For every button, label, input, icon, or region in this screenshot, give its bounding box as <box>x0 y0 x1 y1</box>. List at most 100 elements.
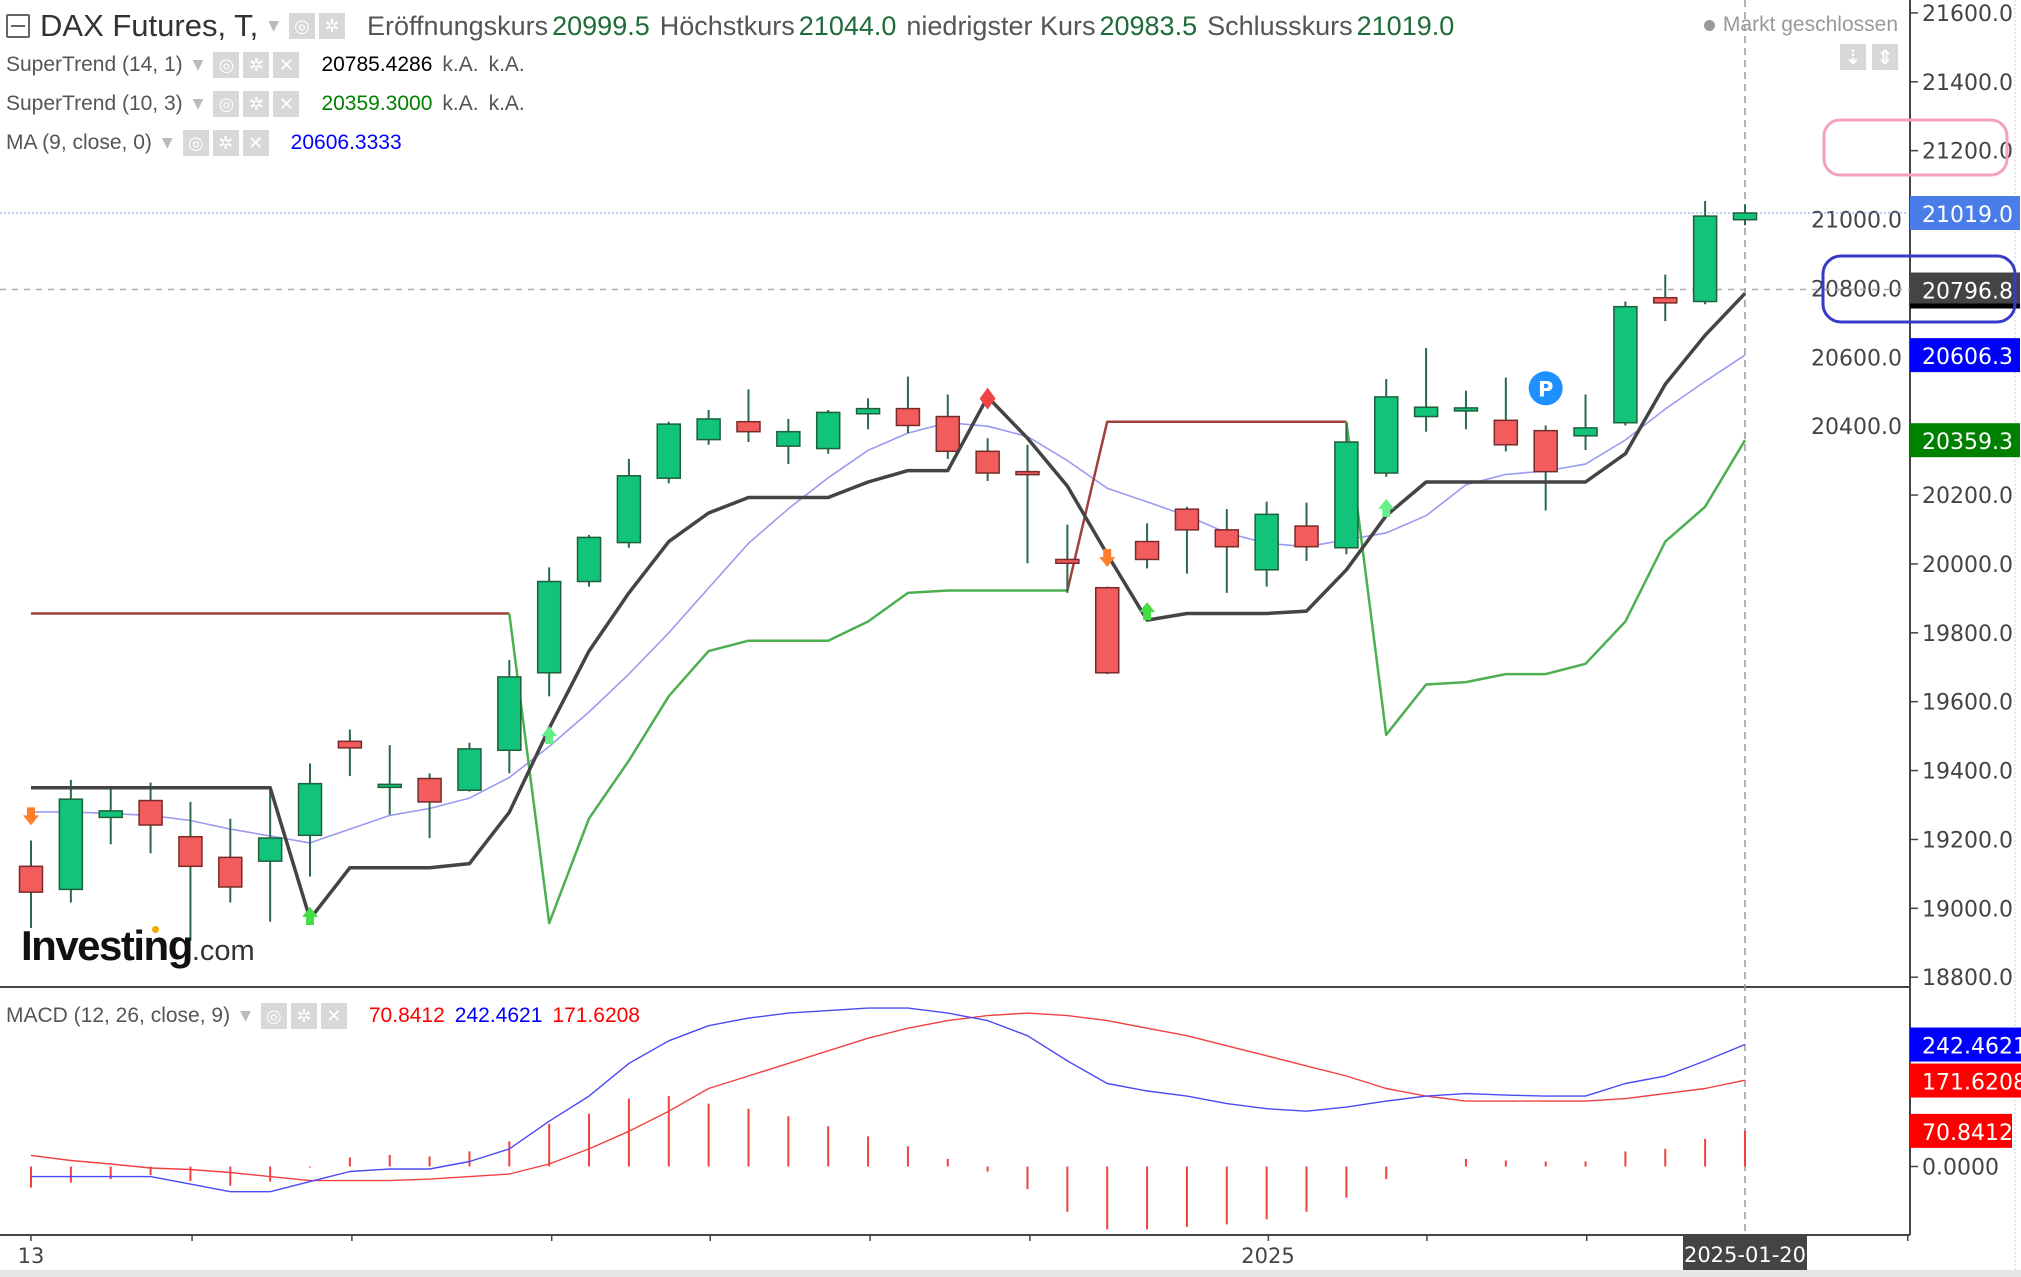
high-value: 21044.0 <box>798 10 897 41</box>
arrow-down-icon[interactable]: ⇣ <box>1840 44 1866 70</box>
y-tick-label: 19800.0 <box>1922 622 2013 647</box>
indicator-value: 20785.4286 <box>321 53 433 76</box>
candle-up <box>497 676 522 752</box>
candle-up <box>297 782 323 837</box>
candle-down <box>1134 540 1160 561</box>
gear-icon[interactable]: ✲ <box>243 91 270 117</box>
eye-icon[interactable]: ◎ <box>289 13 316 39</box>
indicator-value-2: k.A. <box>442 53 479 76</box>
candle-down <box>337 740 363 749</box>
candle-down <box>218 856 243 888</box>
logo-domain: .com <box>191 935 255 967</box>
candle-up <box>1613 305 1638 424</box>
indicator-name[interactable]: SuperTrend (14, 1) <box>6 53 183 76</box>
symbol-title[interactable]: DAX Futures, T, <box>40 8 259 43</box>
supertrend-10-3-upper-line <box>1066 420 1347 591</box>
macd-signal-line <box>30 1012 1746 1182</box>
open-value: 20999.5 <box>552 10 650 41</box>
candle-down <box>1174 508 1200 531</box>
indicator-name[interactable]: SuperTrend (10, 3) <box>6 92 183 115</box>
legend-supertrend-10-3: SuperTrend (10, 3) ▼ ◎ ✲ ✕ 20359.3000 k.… <box>6 91 525 117</box>
candle-up <box>1254 513 1279 571</box>
gear-icon[interactable]: ✲ <box>212 130 239 156</box>
indicator-value: 20359.3000 <box>321 92 433 115</box>
legend-supertrend-14-1: SuperTrend (14, 1) ▼ ◎ ✲ ✕ 20785.4286 k.… <box>6 52 525 78</box>
y-tick-label: 21600.0 <box>1922 2 2013 27</box>
event-badge-circle <box>1528 371 1563 406</box>
x-tick-label: 2025 <box>1241 1244 1294 1268</box>
price-badge: 20796.8 <box>1910 272 2020 307</box>
chevron-down-icon[interactable]: ▼ <box>268 18 280 34</box>
buy-signal-arrow-icon <box>541 726 558 745</box>
low-label: niedrigster Kurs <box>906 10 1096 41</box>
close-icon[interactable]: ✕ <box>320 1003 347 1029</box>
gear-icon[interactable]: ✲ <box>290 1003 317 1029</box>
price-badge-bg <box>1910 195 2020 230</box>
chevron-down-icon[interactable]: ▼ <box>192 57 204 73</box>
candle-up <box>815 411 841 450</box>
price-badge-bg <box>1910 338 2020 373</box>
candle-down <box>1015 470 1040 476</box>
price-badge-label: 21019.0 <box>1922 203 2013 228</box>
eye-icon[interactable]: ◎ <box>213 52 240 78</box>
candle-down <box>1055 558 1080 565</box>
date-badge-label: 2025-01-20 <box>1684 1243 1806 1267</box>
candle-up <box>1573 427 1598 437</box>
price-badge: 21019.0 <box>1910 195 2020 230</box>
candle-up <box>1373 396 1399 474</box>
arrow-updown-icon[interactable]: ⇕ <box>1872 44 1898 70</box>
buy-signal-arrow-icon <box>1139 602 1156 621</box>
indicator-name[interactable]: MA (9, close, 0) <box>6 131 152 154</box>
market-status: Markt geschlossen <box>1703 13 1898 37</box>
macd-badge: 242.4621 <box>1910 1027 2021 1062</box>
candle-up <box>98 810 123 819</box>
high-label: Höchstkurs <box>659 10 795 41</box>
price-badge-label: 20796.8 <box>1922 280 2013 305</box>
sell-signal-diamond-icon <box>979 387 996 410</box>
macd-badge-bg <box>1910 1063 2021 1098</box>
sell-signal-arrow-icon <box>1099 549 1116 568</box>
candle-down <box>1533 429 1558 473</box>
x-tick-label: 13 <box>18 1244 45 1268</box>
indicator-name[interactable]: MACD (12, 26, close, 9) <box>6 1004 231 1027</box>
y-tick-label: 21400.0 <box>1922 71 2013 96</box>
chevron-down-icon[interactable]: ▼ <box>161 135 173 151</box>
candle-down <box>736 420 761 433</box>
indicator-value-3: k.A. <box>488 53 525 76</box>
y-tick-label: 20200.0 <box>1922 484 2013 509</box>
candle-down <box>1214 529 1240 548</box>
eye-icon[interactable]: ◎ <box>213 91 240 117</box>
macd-badge: 171.6208 <box>1910 1063 2021 1098</box>
indicator-value: 20606.3333 <box>290 131 402 154</box>
low-value: 20983.5 <box>1099 10 1198 41</box>
close-icon[interactable]: ✕ <box>242 130 269 156</box>
buy-signal-arrow-icon <box>302 906 319 925</box>
bottom-scrollbar[interactable] <box>0 1270 2021 1277</box>
gear-icon[interactable]: ✲ <box>243 52 270 78</box>
macd-hist-value: 70.8412 <box>368 1004 445 1027</box>
minus-square-icon[interactable] <box>6 14 30 38</box>
candle-up <box>1334 441 1359 549</box>
candle-up <box>576 536 602 583</box>
y-tick-label: 21000.0 <box>1811 209 1902 234</box>
supertrend-10-3-lower-line <box>1345 421 1747 737</box>
candle-up <box>616 475 642 544</box>
chevron-down-icon[interactable]: ▼ <box>192 96 204 112</box>
eye-icon[interactable]: ◎ <box>260 1003 287 1029</box>
macd-badge-label: 70.8412 <box>1922 1121 2013 1146</box>
eye-icon[interactable]: ◎ <box>182 130 209 156</box>
gear-icon[interactable]: ✲ <box>319 13 346 39</box>
close-icon[interactable]: ✕ <box>273 91 300 117</box>
macd-badge-label: 171.6208 <box>1922 1071 2021 1096</box>
price-badge-label: 20606.3 <box>1922 345 2013 370</box>
y-tick-label: 20400.0 <box>1811 415 1902 440</box>
macd-badge-bg <box>1910 1113 2012 1148</box>
legend-ma-9: MA (9, close, 0) ▼ ◎ ✲ ✕ 20606.3333 <box>6 130 402 156</box>
candle-down <box>178 835 203 868</box>
candle-up <box>377 783 402 789</box>
event-badge[interactable]: P <box>1528 371 1563 406</box>
chevron-down-icon[interactable]: ▼ <box>240 1008 251 1024</box>
candle-down <box>417 777 442 803</box>
close-icon[interactable]: ✕ <box>273 52 300 78</box>
